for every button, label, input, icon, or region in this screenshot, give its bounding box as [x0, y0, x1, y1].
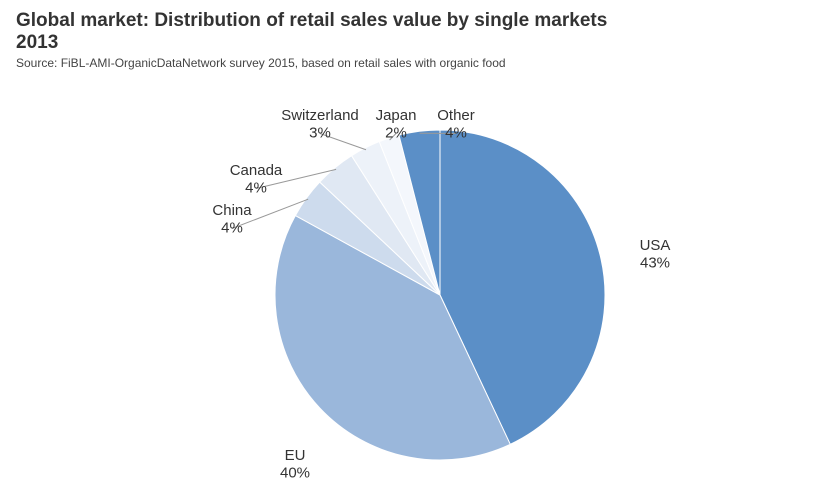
slice-label-name: Switzerland: [281, 107, 359, 124]
slice-label-percent: 4%: [221, 219, 243, 236]
slice-label-percent: 43%: [640, 254, 670, 271]
slice-label-percent: 4%: [245, 179, 267, 196]
slice-label-canada: Canada4%: [230, 162, 283, 196]
slice-label-percent: 2%: [385, 124, 407, 141]
slice-label-name: EU: [285, 447, 306, 464]
slice-label-name: Other: [437, 107, 475, 124]
slice-label-percent: 3%: [309, 124, 331, 141]
pie-svg: USA43%EU40%China4%Canada4%Switzerland3%J…: [0, 0, 820, 503]
slice-label-percent: 40%: [280, 464, 310, 481]
pie-chart: USA43%EU40%China4%Canada4%Switzerland3%J…: [0, 0, 820, 503]
slice-label-name: USA: [640, 237, 671, 254]
slice-label-name: China: [212, 202, 252, 219]
slice-label-china: China4%: [212, 202, 252, 236]
slice-label-percent: 4%: [445, 124, 467, 141]
slice-label-name: Canada: [230, 162, 283, 179]
slice-label-eu: EU40%: [280, 447, 310, 481]
slice-label-switzerland: Switzerland3%: [281, 107, 359, 141]
slice-label-usa: USA43%: [640, 237, 671, 271]
slice-label-name: Japan: [376, 107, 417, 124]
